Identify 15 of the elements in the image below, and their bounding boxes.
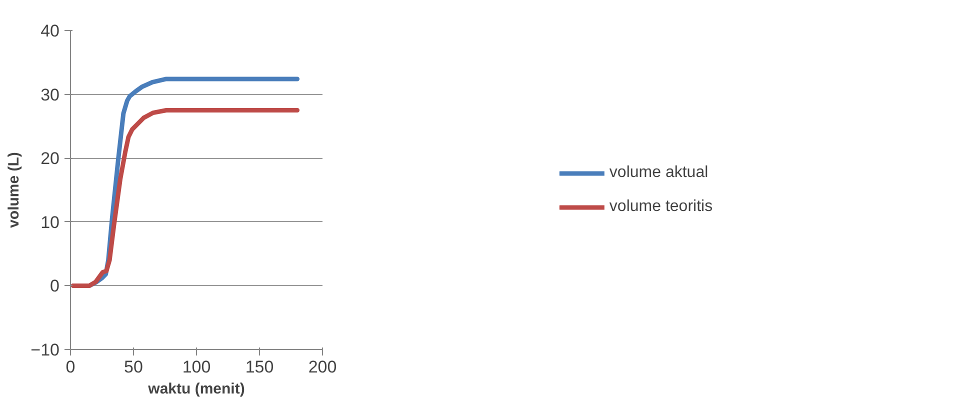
legend-label: volume aktual [609, 164, 708, 182]
y-tick-label: 30 [40, 85, 60, 104]
y-tick-label: −10 [30, 340, 60, 360]
legend-label: volume teoritis [609, 198, 713, 216]
x-tick-label: 150 [245, 358, 274, 376]
x-axis-title: waktu (menit) [147, 380, 245, 398]
y-tick-label: 20 [40, 149, 60, 168]
x-tick-label: 50 [124, 358, 143, 376]
x-tick-label: 200 [308, 358, 337, 376]
y-tick-label: 40 [40, 22, 60, 40]
x-tick-label: 0 [66, 358, 76, 376]
y-tick-label: 0 [50, 276, 60, 296]
y-tick-label: 10 [40, 212, 60, 232]
y-axis-title: volume (L) [6, 152, 23, 228]
x-tick-label: 100 [182, 358, 211, 376]
